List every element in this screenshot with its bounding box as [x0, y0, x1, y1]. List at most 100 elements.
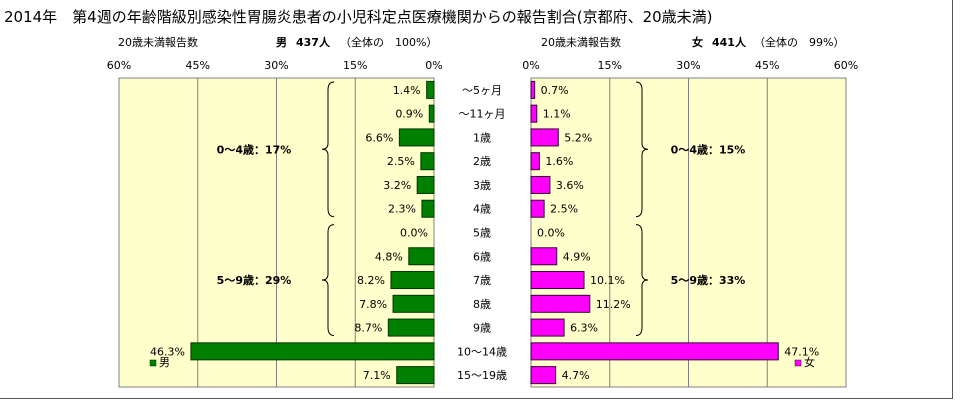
female-data-label: 0.0% — [537, 227, 565, 240]
female-bar — [530, 175, 551, 194]
male-data-label: 7.1% — [363, 369, 391, 382]
male-bar — [387, 318, 435, 337]
female-bar — [530, 318, 565, 337]
chart-frame — [0, 0, 953, 399]
male-tick-label: 0% — [425, 59, 442, 72]
female-bar — [530, 342, 779, 361]
male-bar — [421, 199, 435, 218]
male-group-label: 5～9歳：29% — [217, 273, 292, 287]
male-sex-label: 男 — [276, 36, 287, 49]
female-group-label: 0～4歳：15% — [671, 142, 746, 156]
female-bar — [530, 128, 559, 147]
male-bar — [420, 152, 435, 171]
category-label: 8歳 — [473, 298, 491, 311]
male-data-label: 1.4% — [393, 84, 421, 97]
category-label: 1歳 — [473, 131, 491, 144]
female-group-brace — [635, 81, 649, 218]
female-data-label: 0.7% — [541, 84, 569, 97]
category-label: 6歳 — [473, 250, 491, 263]
male-bar — [426, 80, 435, 99]
male-panel: 60% 45% 30% 15% 0% 1.4% 0.9%6.6% 2.5% 3.2% 2.3% 0.… — [107, 59, 443, 388]
female-header: 20歳未満報告数 女 441人 （全体の 99%） — [541, 35, 844, 49]
category-label: ～5ヶ月 — [462, 84, 502, 97]
female-data-label: 5.2% — [564, 131, 592, 144]
female-data-label: 47.1% — [784, 345, 819, 358]
male-bar — [416, 175, 435, 194]
female-data-label: 4.7% — [562, 369, 590, 382]
male-group-label: 0～4歳：17% — [217, 142, 292, 156]
male-tick-label: 45% — [186, 59, 210, 72]
male-data-label: 8.7% — [354, 322, 382, 335]
category-label: 10～14歳 — [457, 345, 507, 358]
female-group-label: 5～9歳：33% — [671, 273, 746, 287]
male-data-label: 2.5% — [387, 155, 415, 168]
female-sex-label: 女 — [692, 35, 703, 49]
male-legend-swatch — [149, 359, 157, 367]
female-data-label: 4.9% — [563, 250, 591, 263]
female-data-label: 10.1% — [590, 274, 625, 287]
male-data-label: 7.8% — [359, 298, 387, 311]
male-bar — [428, 104, 435, 123]
category-label: 4歳 — [473, 203, 491, 216]
female-group-brace — [635, 224, 649, 336]
male-count-value: 437人 — [296, 35, 331, 49]
male-data-label: 8.2% — [357, 274, 385, 287]
female-count-value: 441人 — [712, 35, 747, 49]
male-bar — [396, 366, 435, 385]
category-label: 2歳 — [473, 155, 491, 168]
female-tick-label: 0% — [522, 59, 539, 72]
female-tick-label: 45% — [755, 59, 779, 72]
male-bar — [190, 342, 435, 361]
male-bar — [392, 294, 435, 313]
female-data-label: 6.3% — [570, 322, 598, 335]
male-group-brace — [321, 224, 335, 336]
female-share: （全体の 99%） — [754, 35, 844, 49]
category-label: 5歳 — [473, 227, 491, 240]
female-panel: 0% 15% 30% 45% 60% 0.7% 1.1% 5.2% 1.6% 3.6% 2.5% 0.… — [522, 59, 858, 388]
male-data-label: 0.9% — [395, 108, 423, 121]
female-bar — [530, 104, 538, 123]
female-bar — [530, 152, 540, 171]
female-legend-swatch — [794, 359, 802, 367]
female-data-label: 3.6% — [556, 179, 584, 192]
female-bar — [530, 80, 536, 99]
male-legend-label: 男 — [159, 356, 170, 369]
male-data-label: 2.3% — [388, 203, 416, 216]
female-count-label: 20歳未満報告数 — [541, 36, 621, 49]
female-data-label: 2.5% — [550, 203, 578, 216]
male-tick-label: 60% — [107, 59, 131, 72]
female-data-label: 11.2% — [596, 298, 631, 311]
category-label: ～11ヶ月 — [459, 108, 506, 121]
female-data-label: 1.6% — [545, 155, 573, 168]
female-tick-label: 60% — [834, 59, 858, 72]
female-bar — [530, 247, 558, 266]
category-label: 7歳 — [473, 274, 491, 287]
male-bar — [398, 128, 435, 147]
female-tick-label: 30% — [676, 59, 700, 72]
male-header: 20歳未満報告数 男 437人 （全体の 100%） — [118, 35, 437, 49]
category-label: 3歳 — [473, 179, 491, 192]
male-bar — [390, 271, 435, 290]
male-count-label: 20歳未満報告数 — [118, 36, 198, 49]
chart-title: 2014年 第4週の年齢階級別感染性胃腸炎患者の小児科定点医療機関からの報告割合… — [4, 8, 713, 26]
male-tick-label: 15% — [343, 59, 367, 72]
female-bar — [530, 366, 557, 385]
female-legend-label: 女 — [804, 355, 815, 369]
male-data-label: 46.3% — [150, 345, 185, 358]
female-bar — [530, 271, 585, 290]
female-tick-label: 15% — [598, 59, 622, 72]
female-bar — [530, 294, 591, 313]
female-bar — [530, 199, 545, 218]
male-share: （全体の 100%） — [340, 35, 437, 49]
male-group-brace — [321, 81, 335, 218]
category-label: 9歳 — [473, 322, 491, 335]
male-data-label: 4.8% — [375, 250, 403, 263]
male-data-label: 3.2% — [383, 179, 411, 192]
male-data-label: 0.0% — [400, 227, 428, 240]
category-labels: ～5ヶ月 ～11ヶ月 1歳 2歳 3歳 4歳 5歳 6歳 7歳 8歳 9歳 10～14歳 15～19歳 — [457, 84, 507, 382]
female-data-label: 1.1% — [543, 108, 571, 121]
male-tick-label: 30% — [264, 59, 288, 72]
category-label: 15～19歳 — [457, 369, 507, 382]
male-data-label: 6.6% — [365, 131, 393, 144]
